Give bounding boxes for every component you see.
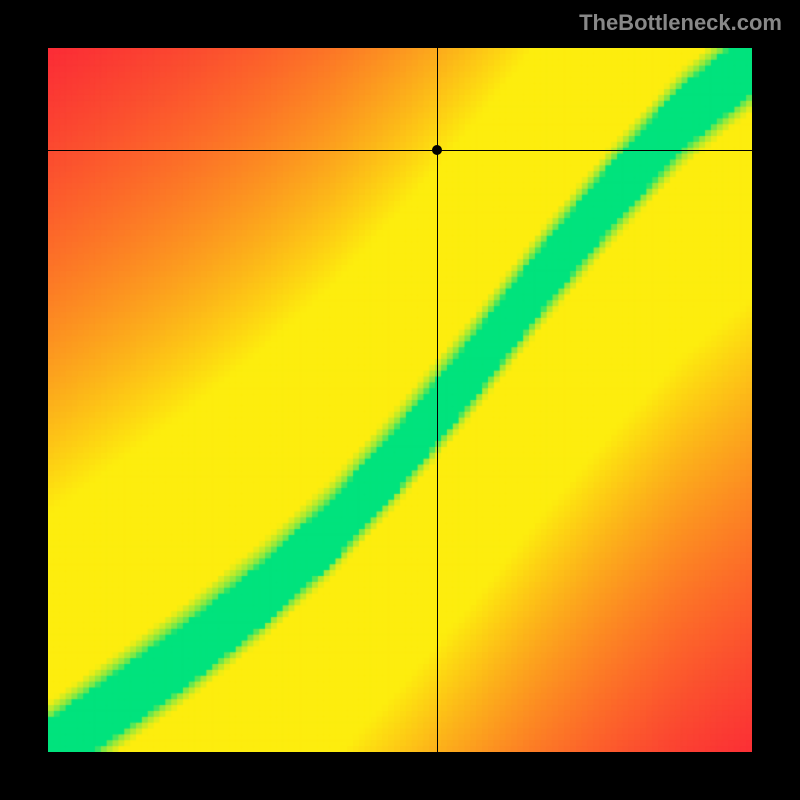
crosshair-horizontal	[48, 150, 752, 151]
heatmap-canvas	[48, 48, 752, 752]
watermark-text: TheBottleneck.com	[579, 10, 782, 36]
crosshair-dot	[432, 145, 442, 155]
heatmap-plot	[48, 48, 752, 752]
